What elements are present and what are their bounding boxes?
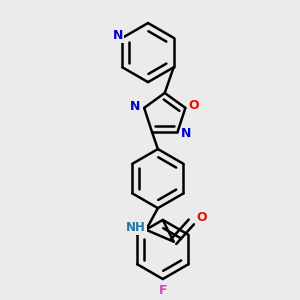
Text: N: N: [181, 127, 191, 140]
Text: O: O: [188, 99, 199, 112]
Text: O: O: [196, 212, 206, 224]
Text: F: F: [158, 284, 167, 297]
Text: N: N: [113, 29, 124, 42]
Text: N: N: [130, 100, 140, 113]
Text: NH: NH: [126, 221, 146, 234]
